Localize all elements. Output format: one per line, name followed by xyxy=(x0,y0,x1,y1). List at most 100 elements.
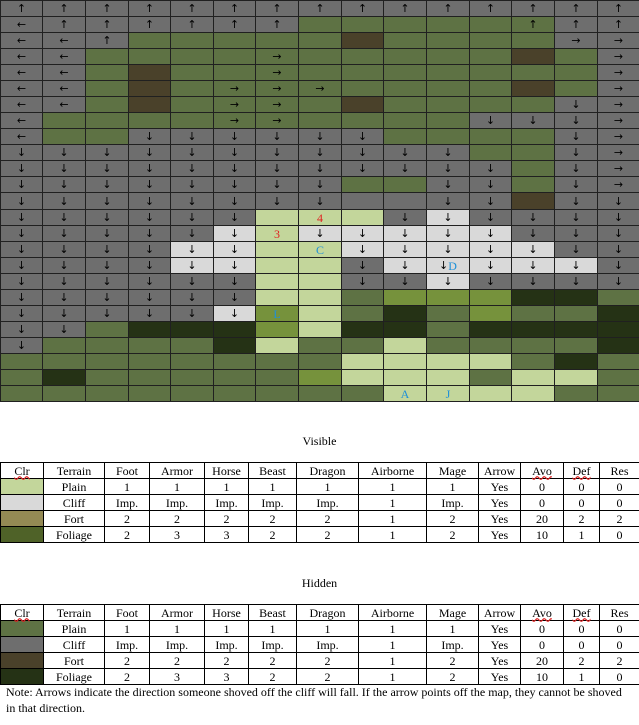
fall-arrow-icon: ↓ xyxy=(400,243,410,256)
map-cell xyxy=(341,112,384,129)
fall-arrow-icon: ↓ xyxy=(144,243,155,256)
map-cell: J xyxy=(426,385,470,402)
fall-arrow-icon: ↓ xyxy=(571,211,581,224)
map-cell xyxy=(341,176,384,193)
map-cell: ↓ xyxy=(469,112,512,129)
map-cell xyxy=(298,289,342,306)
map-cell: ↓ xyxy=(341,128,384,145)
color-swatch xyxy=(0,668,44,685)
color-swatch xyxy=(0,526,44,543)
map-cell xyxy=(85,337,129,354)
fall-arrow-icon: ↓ xyxy=(16,178,27,191)
table-cell: 1 xyxy=(296,478,359,495)
fall-arrow-icon: ↓ xyxy=(102,307,112,320)
table-cell: Foliage xyxy=(43,526,105,543)
map-cell: ↓ xyxy=(170,241,214,258)
map-cell xyxy=(383,176,427,193)
fall-arrow-icon: ↓ xyxy=(144,227,155,240)
fall-arrow-icon: ↓ xyxy=(357,275,368,288)
map-cell: ↓ xyxy=(469,160,512,177)
map-cell xyxy=(298,112,342,129)
map-cell xyxy=(383,289,427,306)
fall-arrow-icon: ↑ xyxy=(485,2,496,15)
map-cell: ↓ xyxy=(170,305,214,322)
table-row: Plain 1 1 1 1 1 1 1 Yes 0 0 0 xyxy=(0,620,639,637)
map-cell: ← xyxy=(0,48,43,65)
column-header: Avo xyxy=(520,604,564,621)
fall-arrow-icon: → xyxy=(613,162,624,175)
map-cell: ↑ xyxy=(511,0,555,17)
map-cell xyxy=(255,241,299,258)
map-cell xyxy=(383,96,427,113)
fall-arrow-icon: ↓ xyxy=(272,194,282,208)
fall-arrow-icon: → xyxy=(229,114,240,127)
fall-arrow-icon: ↓ xyxy=(187,227,197,240)
map-cell: ↓ xyxy=(255,192,299,210)
fall-arrow-icon: ↓ xyxy=(59,227,69,240)
table-cell: Imp. xyxy=(296,636,359,653)
table-cell: 2 xyxy=(104,526,150,543)
map-cell xyxy=(298,385,342,402)
fall-arrow-icon: ← xyxy=(16,66,27,79)
table-cell: 2 xyxy=(204,652,249,669)
map-cell: → xyxy=(597,96,639,113)
visible-section-title: Visible xyxy=(302,434,337,448)
table-cell: 2 xyxy=(296,510,359,527)
table-cell: 1 xyxy=(204,478,249,495)
fall-arrow-icon: ↓ xyxy=(571,178,581,191)
map-cell: ↑ xyxy=(554,16,598,33)
map-cell xyxy=(469,144,512,161)
map-cell xyxy=(298,321,342,338)
map-cell: ↓ xyxy=(255,144,299,161)
table-cell: 1 xyxy=(426,478,479,495)
map-cell: ↓ xyxy=(426,241,470,258)
table-cell: 1 xyxy=(149,620,205,637)
fall-arrow-icon: ↓ xyxy=(102,178,112,191)
map-cell xyxy=(298,257,342,274)
map-cell xyxy=(85,321,129,338)
map-cell xyxy=(85,64,129,81)
color-swatch xyxy=(0,636,44,653)
map-cell: ↓ xyxy=(597,209,639,226)
fall-arrow-icon: ← xyxy=(16,114,27,127)
map-cell: ↓ xyxy=(383,273,427,290)
map-cell: ↓ xyxy=(85,241,129,258)
fall-arrow-icon: ↑ xyxy=(315,2,325,15)
color-swatch xyxy=(0,478,44,495)
fall-arrow-icon: ↓ xyxy=(59,323,69,336)
map-cell xyxy=(42,353,86,370)
map-cell xyxy=(469,289,512,306)
fall-arrow-icon: ↓ xyxy=(528,275,538,288)
fall-arrow-icon: ↓ xyxy=(102,146,112,159)
map-cell xyxy=(554,369,598,386)
fall-arrow-icon: ↓ xyxy=(59,259,69,272)
map-cell xyxy=(0,385,43,402)
map-cell: ↓ xyxy=(85,225,129,242)
fall-arrow-icon: ↓ xyxy=(571,114,581,127)
map-cell: 4 xyxy=(298,209,342,226)
map-cell xyxy=(554,353,598,370)
map-cell: ↓ xyxy=(341,160,384,177)
column-header: Terrain xyxy=(43,604,105,621)
map-cell: ↓ xyxy=(554,144,598,161)
map-cell: → xyxy=(597,48,639,65)
map-cell xyxy=(469,385,512,402)
fall-arrow-icon: ↓ xyxy=(571,162,581,175)
map-cell: ↓ xyxy=(85,209,129,226)
fall-arrow-icon: ↑ xyxy=(613,2,624,15)
fall-arrow-icon: ↓ xyxy=(571,243,581,256)
column-header: Terrain xyxy=(43,462,105,479)
column-header: Beast xyxy=(248,462,297,479)
map-cell: ↓ xyxy=(170,225,214,242)
table-cell: Imp. xyxy=(426,494,479,511)
fall-arrow-icon: ↓ xyxy=(357,130,368,143)
map-cell: → xyxy=(255,64,299,81)
map-cell xyxy=(42,385,86,402)
map-cell xyxy=(341,305,384,322)
map-cell: ↓ xyxy=(170,192,214,210)
map-cell: ↓ xyxy=(554,128,598,145)
fall-arrow-icon: ↓ xyxy=(443,227,453,240)
table-cell: 1 xyxy=(204,620,249,637)
fall-arrow-icon: ↓ xyxy=(443,243,453,256)
map-cell: ↑ xyxy=(128,16,171,33)
